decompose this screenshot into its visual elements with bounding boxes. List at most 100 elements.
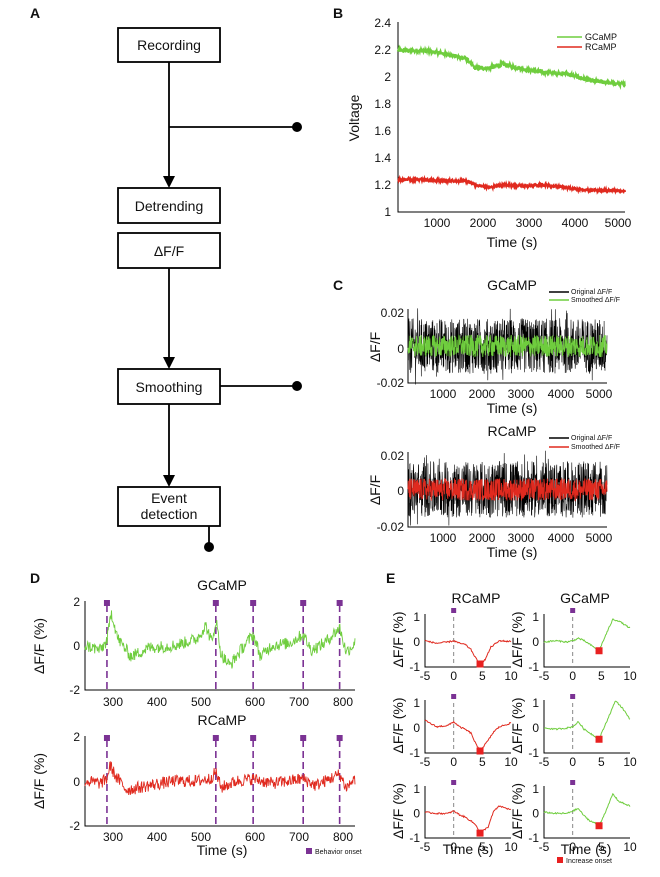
c-bottom-title: RCaMP bbox=[487, 423, 536, 439]
e-xtick: 10 bbox=[504, 669, 518, 683]
e-ytick: 1 bbox=[413, 610, 420, 624]
e-ytick: 0 bbox=[532, 721, 539, 735]
c-xtick: 2000 bbox=[469, 387, 496, 401]
d-xtick: 300 bbox=[103, 695, 123, 709]
b-ytick: 1.8 bbox=[374, 97, 391, 111]
e-xtick: 10 bbox=[623, 755, 637, 769]
e-xtick: 0 bbox=[450, 755, 457, 769]
e-trace bbox=[424, 719, 512, 753]
branch-dot-1 bbox=[292, 122, 302, 132]
e-behavior-marker bbox=[451, 780, 457, 785]
e-xtick: -5 bbox=[539, 669, 550, 683]
d-ytick: 2 bbox=[73, 595, 80, 609]
e-increase-onset-marker bbox=[595, 735, 603, 743]
e-xtick: 10 bbox=[504, 840, 518, 854]
e-trace bbox=[424, 639, 512, 664]
b-series-gcamp bbox=[396, 44, 626, 90]
d-ytick: 0 bbox=[73, 775, 80, 789]
b-xtick: 3000 bbox=[516, 216, 543, 230]
d-ytick: 0 bbox=[73, 639, 80, 653]
e-ytick: -1 bbox=[409, 660, 420, 674]
b-ytick: 2.4 bbox=[374, 16, 391, 30]
c-bottom-axes bbox=[407, 452, 607, 528]
arrow-head-3 bbox=[163, 475, 175, 487]
c-bottom-legend-orig: Original ΔF/F bbox=[571, 435, 612, 442]
e-increase-onset-marker bbox=[476, 829, 484, 837]
c-bottom-legend-smooth: Smoothed ΔF/F bbox=[571, 444, 620, 451]
c-xtick: 2000 bbox=[469, 531, 496, 545]
c-bottom-xlabel: Time (s) bbox=[487, 544, 538, 560]
d-xtick: 800 bbox=[333, 695, 353, 709]
arrow-head-2 bbox=[163, 357, 175, 369]
c-smoothed-trace bbox=[407, 334, 608, 358]
c-ytick: 0.02 bbox=[381, 306, 405, 320]
b-ytick: 1.2 bbox=[374, 178, 391, 192]
d-ytick: -2 bbox=[69, 819, 80, 833]
e-ytick: 0 bbox=[532, 806, 539, 820]
e-ylabel: ΔF/F (%) bbox=[509, 611, 525, 667]
e-xtick: -5 bbox=[420, 755, 431, 769]
d-xtick: 600 bbox=[245, 695, 265, 709]
e-xtick: 5 bbox=[479, 669, 486, 683]
panel-b-yticks: 1 1.2 1.4 1.6 1.8 2 2.2 2.4 bbox=[374, 16, 391, 219]
panel-label-d: D bbox=[30, 570, 40, 586]
behavior-onset-marker bbox=[300, 600, 307, 606]
d-bottom-axes bbox=[84, 736, 355, 827]
b-xtick: 5000 bbox=[605, 216, 632, 230]
e-ytick: -1 bbox=[528, 660, 539, 674]
behavior-onset-marker bbox=[103, 735, 110, 741]
b-series-rcamp bbox=[397, 174, 627, 195]
d-bottom-traces bbox=[84, 735, 356, 826]
arrow-head-1 bbox=[163, 176, 175, 188]
panel-label-a: A bbox=[30, 5, 40, 21]
d-ytick: -2 bbox=[69, 683, 80, 697]
e-behavior-marker bbox=[451, 608, 457, 613]
legend-rcamp: RCaMP bbox=[585, 42, 617, 52]
e-ytick: 1 bbox=[413, 782, 420, 796]
d-top-traces bbox=[84, 600, 356, 690]
e-increase-onset-marker bbox=[476, 747, 484, 755]
d-xtick: 700 bbox=[289, 695, 309, 709]
e-xtick: 0 bbox=[569, 840, 576, 854]
e-ytick: -1 bbox=[409, 746, 420, 760]
c-top-legend-orig: Original ΔF/F bbox=[571, 289, 612, 296]
branch-dot-3 bbox=[204, 542, 214, 552]
d-trace-rcamp bbox=[84, 760, 356, 796]
legend-gcamp: GCaMP bbox=[585, 32, 617, 42]
b-xtick: 1000 bbox=[424, 216, 451, 230]
e-axes bbox=[543, 786, 630, 839]
dff-box bbox=[117, 232, 221, 269]
e-xtick: 5 bbox=[479, 840, 486, 854]
panel-label-b: B bbox=[333, 5, 343, 21]
behavior-onset-marker bbox=[300, 735, 307, 741]
e-xtick: 5 bbox=[598, 840, 605, 854]
e-xtick: 5 bbox=[598, 669, 605, 683]
e-ylabel: ΔF/F (%) bbox=[390, 783, 406, 839]
b-xlabel: Time (s) bbox=[487, 234, 538, 250]
d-ytick: 2 bbox=[73, 730, 80, 744]
c-xtick: 4000 bbox=[548, 387, 575, 401]
detrending-box bbox=[117, 187, 221, 224]
e-xlabel-left: Time (s) bbox=[443, 841, 494, 857]
e-xtick: 10 bbox=[504, 755, 518, 769]
c-top-xlabel: Time (s) bbox=[487, 400, 538, 416]
behavior-onset-marker bbox=[336, 735, 343, 741]
event-label-line1: Event bbox=[151, 490, 187, 506]
c-xtick: 4000 bbox=[548, 531, 575, 545]
b-ytick: 2 bbox=[384, 70, 391, 84]
detrending-label: Detrending bbox=[135, 198, 204, 214]
e-behavior-marker bbox=[570, 780, 576, 785]
e-ytick: 0 bbox=[413, 721, 420, 735]
b-ytick: 2.2 bbox=[374, 43, 391, 57]
c-xtick: 3000 bbox=[508, 531, 535, 545]
e-xtick: 10 bbox=[623, 840, 637, 854]
e-axes bbox=[543, 614, 630, 668]
e-ytick: -1 bbox=[409, 831, 420, 845]
event-label-line2: detection bbox=[141, 506, 198, 522]
b-ytick: 1 bbox=[384, 205, 391, 219]
event-detection-box bbox=[117, 486, 221, 527]
d-bottom-title: RCaMP bbox=[197, 712, 246, 728]
